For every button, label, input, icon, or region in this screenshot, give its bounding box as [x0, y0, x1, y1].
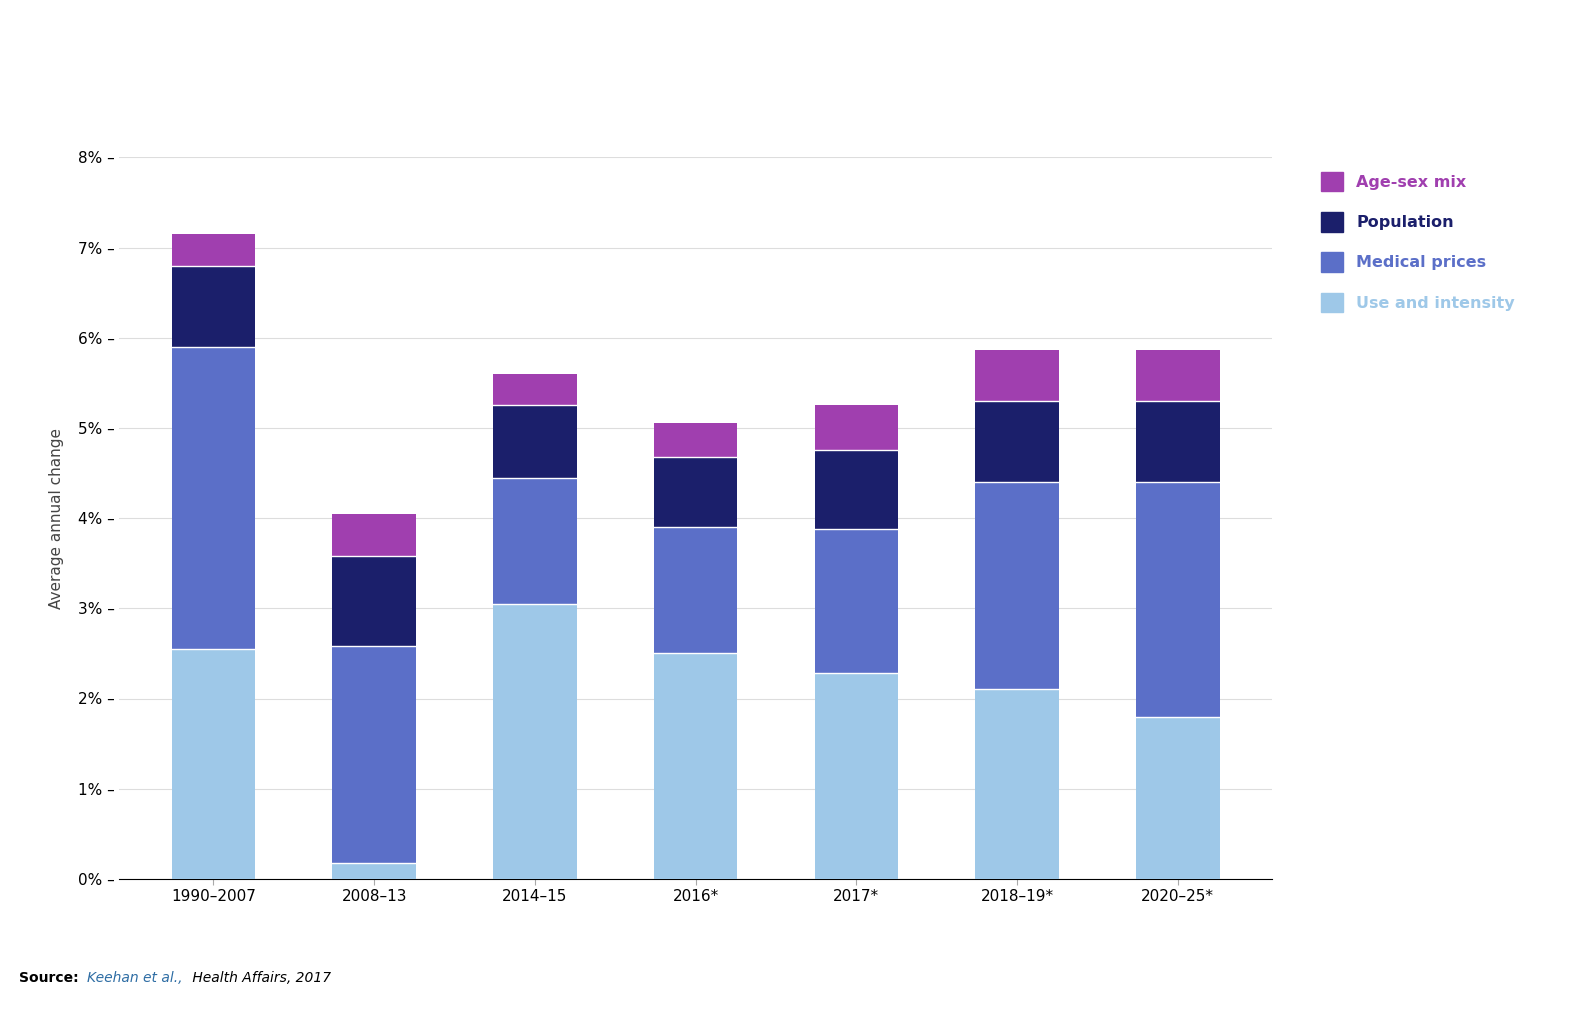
Bar [1135, 716, 1220, 879]
Bar [493, 604, 577, 879]
Bar [332, 514, 417, 556]
Bar [493, 405, 577, 478]
Bar [814, 529, 898, 674]
Bar [975, 690, 1059, 879]
Bar [493, 478, 577, 604]
Bar [172, 234, 256, 265]
Bar [172, 649, 256, 879]
Bar [172, 265, 256, 346]
Bar [975, 401, 1059, 483]
Bar [653, 424, 738, 457]
Text: Factors Accounting for Actual and Projected Growth in Personal Health Care Expen: Factors Accounting for Actual and Projec… [19, 76, 704, 91]
Text: Keehan et al.,: Keehan et al., [87, 971, 183, 985]
Bar [814, 450, 898, 529]
Bar [653, 653, 738, 879]
Text: Figure 2: Figure 2 [19, 29, 110, 48]
Y-axis label: Average annual change: Average annual change [49, 428, 64, 609]
Bar [653, 457, 738, 527]
Bar [975, 350, 1059, 401]
Bar [332, 863, 417, 879]
Text: Health Affairs, 2017: Health Affairs, 2017 [188, 971, 331, 985]
Bar [1135, 482, 1220, 716]
Bar [1135, 401, 1220, 483]
Bar [653, 527, 738, 653]
Bar [1135, 350, 1220, 401]
Bar [332, 556, 417, 646]
Bar [332, 646, 417, 863]
Bar [172, 346, 256, 649]
Bar [814, 405, 898, 450]
Legend: Age-sex mix, Population, Medical prices, Use and intensity: Age-sex mix, Population, Medical prices,… [1315, 166, 1522, 318]
Bar [975, 483, 1059, 690]
Text: Source:: Source: [19, 971, 84, 985]
Bar [814, 674, 898, 879]
Bar [493, 374, 577, 405]
